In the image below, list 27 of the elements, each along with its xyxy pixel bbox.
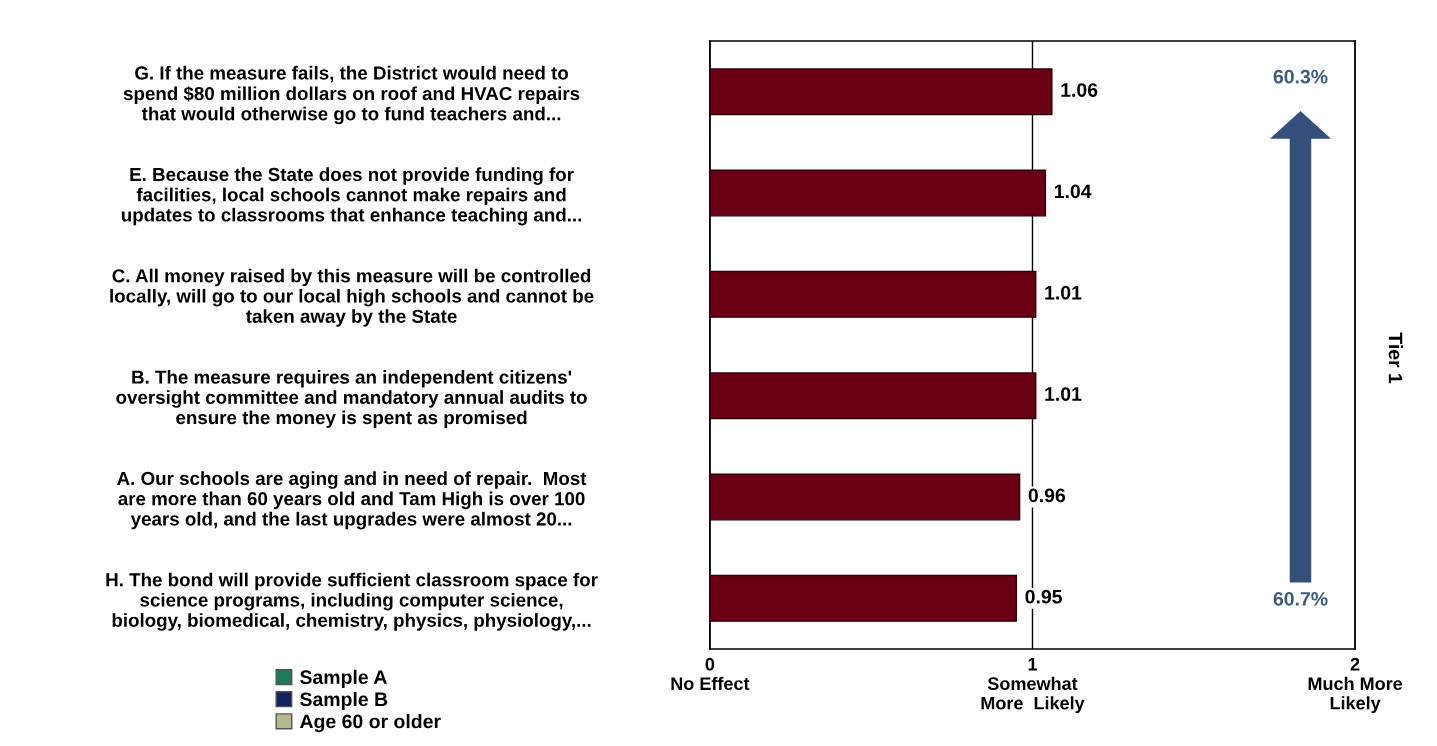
y-tick-label: B. The measure requires an independent citizens' oversight committee and mandatory annual audits to ensure the money is spent as promised: [116, 370, 587, 428]
bar: [709, 270, 1037, 318]
bar: [709, 473, 1021, 521]
bar: [709, 574, 1018, 622]
y-tick-label: G. If the measure fails, the District would need to spend $80 million dollars on roof and HVAC repairs that would otherwise go to fund teachers and...: [123, 65, 580, 125]
x-tick-label: 2 Much More Likely: [1308, 657, 1403, 714]
bar: [709, 372, 1037, 420]
annotation: 60.7%: [1273, 591, 1328, 606]
legend-label: Sample B: [300, 691, 388, 711]
data-label: 0.96: [1028, 488, 1066, 503]
x-tick-label: 0 No Effect: [671, 657, 750, 691]
legend-label: Age 60 or older: [299, 714, 441, 733]
data-label: 1.01: [1045, 387, 1082, 401]
y-tick-label: A. Our schools are aging and in need of repair. Most are more than 60 years old and Tam High is over 100 years old, and the last upgrades were almost 20...: [117, 471, 587, 530]
bar: [709, 169, 1047, 217]
y-tick-label: C. All money raised by this measure will be controlled locally, will go to our local high schools and cannot be taken away by the State: [110, 268, 594, 327]
y-tick-label: E. Because the State does not provide funding for facilities, local schools cannot make repairs and updates to classrooms that enhance teaching and...: [121, 167, 582, 226]
data-label: 1.01: [1045, 285, 1082, 300]
y-tick-label: H. The bond will provide sufficient classroom space for science programs, including computer science, biology, biomedical, chemistry, physics, physiology,...: [106, 572, 598, 631]
annotation: 60.3%: [1273, 69, 1328, 84]
x-tick-label: 1 Somewhat More Likely: [981, 658, 1085, 714]
data-label: 1.04: [1054, 184, 1092, 199]
data-label: 1.06: [1061, 83, 1098, 97]
data-label: 0.95: [1025, 589, 1062, 604]
bar: [709, 68, 1053, 116]
text: Tier 1: [1388, 332, 1403, 384]
legend-label: Sample A: [300, 669, 387, 688]
